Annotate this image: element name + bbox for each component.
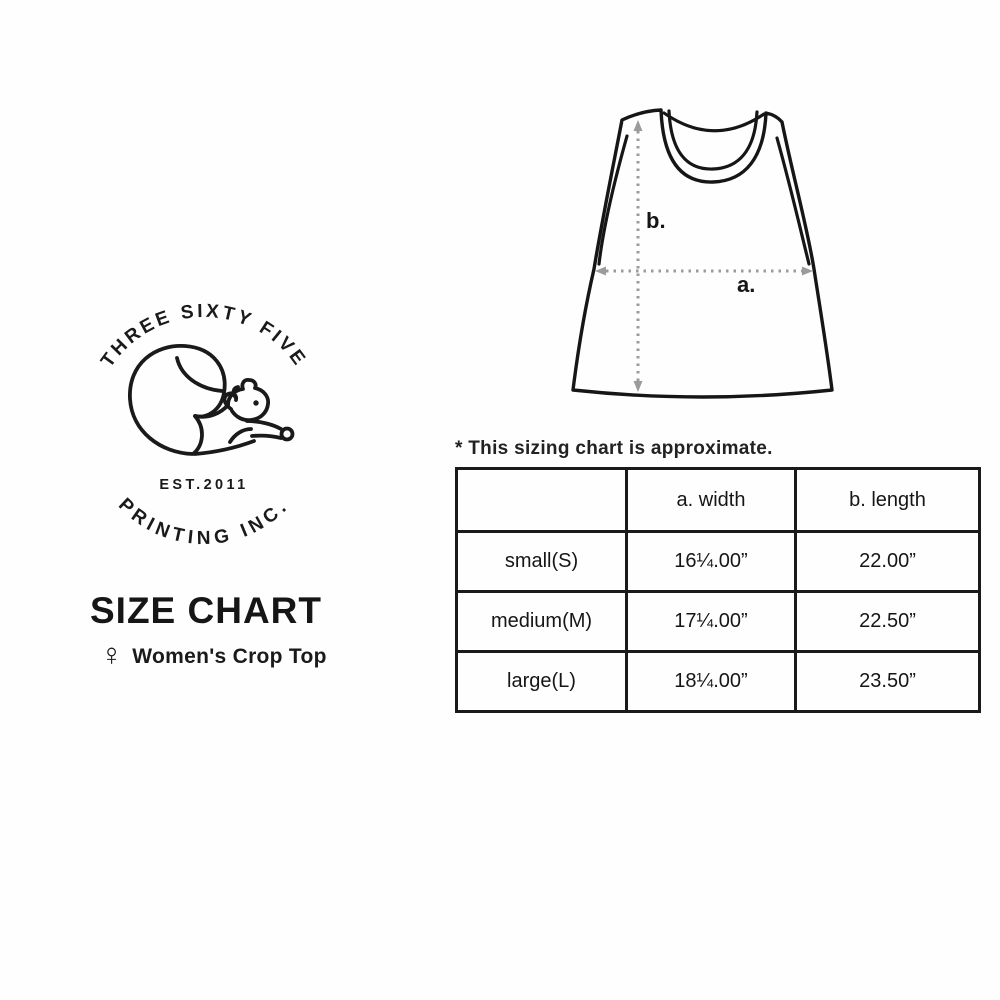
size-table: a. width b. length small(S) 16¼.00” 22.0… (455, 467, 981, 713)
header-cell-size (455, 467, 628, 533)
svg-text:THREE SIXTY FIVE: THREE SIXTY FIVE (97, 301, 311, 372)
length-measure-label: b. (646, 208, 666, 233)
length-cell: 22.50” (794, 590, 981, 653)
table-row-medium: medium(M) 17¼.00” 22.50” (455, 590, 981, 653)
table-row-small: small(S) 16¼.00” 22.00” (455, 530, 981, 593)
size-cell: small(S) (455, 530, 628, 593)
table-header-row: a. width b. length (455, 467, 981, 533)
size-cell: large(L) (455, 650, 628, 713)
squirrel-icon (128, 344, 295, 456)
table-row-large: large(L) 18¼.00” 23.50” (455, 650, 981, 713)
female-symbol-icon: ♀ (100, 637, 124, 672)
header-cell-width: a. width (625, 467, 797, 533)
logo-arc-top-text: THREE SIXTY FIVE (97, 301, 308, 372)
garment-detail-lines (597, 109, 811, 266)
product-name: Women's Crop Top (132, 644, 327, 668)
width-cell: 17¼.00” (625, 590, 797, 653)
product-subtitle: ♀ Women's Crop Top (100, 637, 327, 672)
page-title: SIZE CHART (90, 590, 322, 631)
size-cell: medium(M) (455, 590, 628, 653)
svg-text:PRINTING INC.: PRINTING INC. (114, 494, 294, 549)
sizing-note: * This sizing chart is approximate. (455, 438, 773, 459)
length-cell: 23.50” (794, 650, 981, 713)
brand-logo: THREE SIXTY FIVE PRINTING INC. EST.2011 (97, 301, 311, 549)
width-cell: 16¼.00” (625, 530, 797, 593)
length-arrow (633, 120, 643, 392)
garment-outline (571, 108, 834, 399)
length-cell: 22.00” (794, 530, 981, 593)
width-measure-label: a. (737, 272, 755, 297)
width-arrow (595, 266, 813, 276)
logo-arc-bottom-text: PRINTING INC. (114, 494, 289, 549)
header-cell-length: b. length (794, 467, 981, 533)
crop-top-diagram: b. a. (571, 108, 834, 399)
width-cell: 18¼.00” (625, 650, 797, 713)
logo-established-text: EST.2011 (159, 477, 248, 493)
